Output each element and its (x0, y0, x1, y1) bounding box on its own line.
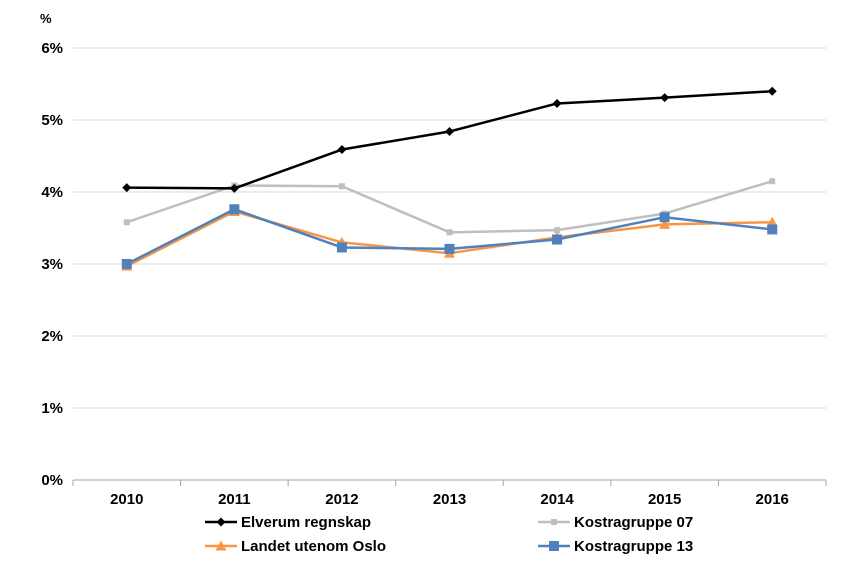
y-tick-label: 3% (41, 256, 63, 273)
data-point (123, 219, 130, 226)
legend-marker (215, 540, 227, 551)
x-tick-label: 2016 (756, 491, 789, 508)
legend-entry: Elverum regnskap (205, 514, 371, 531)
data-point (121, 259, 132, 269)
series-elverum-regnskap (122, 86, 777, 193)
y-tick-label: 0% (41, 472, 63, 489)
x-tick-label: 2010 (110, 491, 143, 508)
data-point (660, 93, 670, 103)
data-point (338, 183, 345, 190)
legend-marker (216, 517, 226, 527)
y-tick-label: 5% (41, 112, 63, 129)
data-point (767, 224, 778, 235)
data-point (552, 234, 563, 245)
x-tick-label: 2015 (648, 491, 681, 508)
x-tick-label: 2012 (325, 491, 358, 508)
data-point (445, 127, 454, 137)
legend-entry: Kostragruppe 07 (538, 514, 693, 531)
legend-entry: Landet utenom Oslo (205, 538, 386, 555)
data-point (337, 145, 347, 155)
data-point (767, 86, 777, 96)
data-point (444, 243, 455, 254)
y-tick-label: 1% (41, 400, 63, 417)
series-line (126, 89, 773, 190)
legend-marker (551, 519, 557, 525)
y-tick-label: 2% (41, 328, 63, 345)
data-point (659, 218, 671, 229)
y-axis-ticks: 0% 1% 2% 3% 4% 5% 6% (41, 40, 63, 489)
data-point (122, 183, 132, 193)
legend-label: Kostragruppe 13 (574, 538, 693, 555)
y-axis-unit-label: % (40, 11, 52, 26)
gridlines (73, 47, 826, 409)
series-kostragruppe-07 (123, 178, 776, 236)
legend-label: Landet utenom Oslo (241, 538, 386, 555)
x-tick-label: 2013 (433, 491, 466, 508)
data-point (769, 178, 776, 185)
x-tick-label: 2011 (218, 491, 251, 508)
legend-marker (549, 541, 559, 551)
data-point (229, 204, 240, 215)
series-kostragruppe-13 (121, 204, 778, 269)
y-tick-label: 6% (41, 40, 63, 57)
data-point (552, 98, 562, 108)
data-point (446, 229, 453, 236)
legend-label: Elverum regnskap (241, 514, 371, 531)
series-layer (121, 86, 778, 271)
legend: Elverum regnskap Kostragruppe 07 Landet ut… (205, 514, 693, 555)
x-axis: 2010 2011 2012 2013 2014 2015 2016 (72, 479, 827, 508)
data-point (659, 212, 670, 223)
y-tick-label: 4% (41, 184, 63, 201)
legend-entry: Kostragruppe 13 (538, 538, 693, 555)
x-tick-label: 2014 (540, 491, 574, 508)
data-point (229, 183, 239, 193)
data-point (336, 242, 347, 253)
legend-label: Kostragruppe 07 (574, 514, 693, 531)
data-point (554, 227, 561, 234)
data-point (766, 216, 778, 227)
